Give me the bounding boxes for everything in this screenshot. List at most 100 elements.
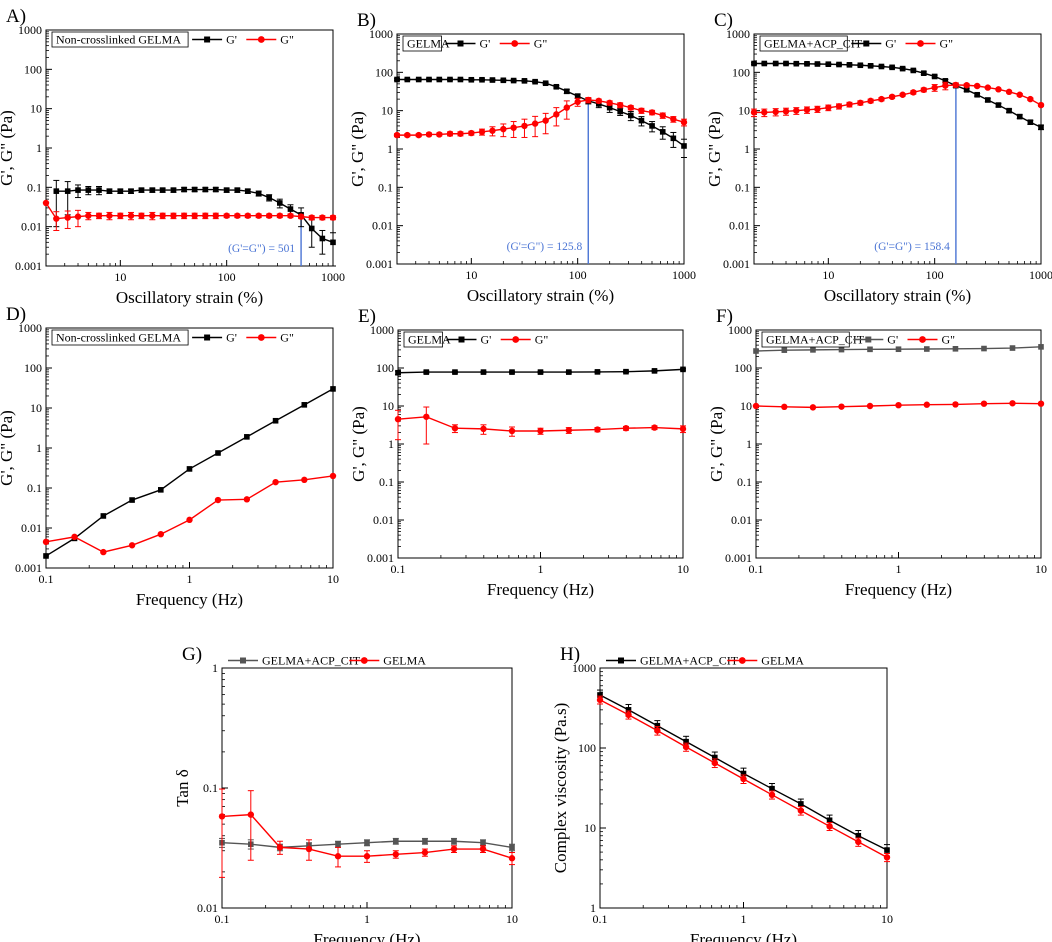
panel-label: F) (716, 306, 733, 327)
plot-frame (599, 667, 888, 909)
data-point (157, 530, 165, 538)
data-point (855, 838, 862, 846)
y-tick-label: 1 (387, 142, 393, 156)
y-tick-label: 100 (732, 65, 750, 79)
data-point (803, 106, 811, 114)
y-tick-label: 0.01 (372, 219, 393, 233)
plot-frame (755, 329, 1042, 559)
data-point (542, 80, 549, 87)
data-point (392, 851, 400, 858)
y-tick-label: 1 (36, 441, 42, 455)
data-point (740, 775, 747, 783)
data-point (404, 76, 411, 83)
plot-frame (397, 329, 684, 559)
data-point (542, 117, 549, 124)
legend: GELMA G' G" (403, 331, 548, 348)
data-point (878, 95, 885, 103)
x-tick-label: 100 (926, 268, 944, 282)
data-point (509, 844, 515, 851)
legend-title: Non-crosslinked GELMA (56, 331, 181, 345)
data-point (255, 212, 262, 219)
data-point (899, 65, 906, 72)
data-point (622, 425, 630, 432)
data-point (867, 63, 874, 69)
data-point (883, 854, 891, 861)
legend: GELMA+ACP_CIT G' G" (759, 35, 953, 52)
data-point (638, 117, 645, 124)
data-point (234, 187, 241, 193)
data-point (415, 131, 422, 139)
series-0 (395, 366, 686, 376)
data-point (181, 186, 187, 193)
data-point (952, 81, 959, 89)
data-point (836, 61, 842, 68)
data-point (681, 143, 687, 149)
data-point (963, 82, 970, 89)
data-point (594, 426, 601, 433)
data-point (772, 108, 779, 116)
series-1 (394, 406, 687, 445)
data-point (585, 96, 592, 104)
legend: GELMA+ACP_CIT G' G" (761, 331, 956, 348)
x-tick-label: 100 (218, 270, 236, 284)
data-point (659, 112, 666, 119)
data-point (761, 109, 768, 116)
data-point (1027, 95, 1034, 103)
y-tick-label: 1000 (18, 23, 42, 37)
series-0 (753, 344, 1044, 354)
legend-label: GELMA+ACP_CIT (262, 654, 361, 668)
panel-e: 0.001 0.01 0.1 1 10 100 1000 0.1 1 10 Frequency (H… (349, 306, 689, 599)
x-tick-label: 1 (538, 562, 544, 576)
x-tick-label: 0.1 (391, 562, 406, 576)
data-point (334, 853, 342, 860)
x-tick-label: 100 (569, 268, 587, 282)
data-point (149, 187, 156, 193)
data-point (574, 98, 581, 106)
data-point (920, 86, 927, 94)
data-point (895, 401, 902, 409)
data-point (480, 369, 487, 375)
y-tick-label: 1 (212, 661, 218, 675)
data-point (489, 127, 496, 134)
data-point (186, 466, 193, 472)
data-point (814, 105, 821, 113)
legend-marker (865, 336, 872, 343)
y-tick-label: 0.1 (203, 781, 218, 795)
data-point (395, 369, 401, 376)
data-point (489, 77, 496, 83)
y-tick-label: 1000 (370, 323, 394, 337)
data-point (214, 496, 222, 504)
data-point (500, 77, 507, 84)
x-tick-label: 1000 (672, 268, 696, 282)
data-point (297, 213, 305, 220)
data-point (394, 76, 400, 83)
data-point (984, 84, 991, 91)
data-point (106, 188, 113, 194)
data-point (623, 368, 629, 375)
data-point (287, 212, 294, 219)
data-point (980, 400, 988, 407)
data-point (452, 369, 458, 375)
data-point (563, 88, 570, 95)
data-point (244, 188, 251, 194)
data-point (202, 186, 209, 193)
data-point (793, 107, 800, 114)
series-1 (750, 81, 1045, 118)
data-point (479, 845, 487, 853)
data-point (95, 212, 103, 219)
data-point (319, 214, 326, 221)
y-tick-label: 100 (375, 65, 393, 79)
legend-title: GELMA (408, 333, 451, 347)
data-point (596, 696, 604, 704)
series-1 (596, 695, 891, 863)
data-point (793, 60, 800, 67)
legend-label: G" (942, 333, 956, 347)
plot-frame (396, 33, 685, 265)
legend-marker (863, 40, 870, 47)
data-point (457, 76, 464, 83)
y-tick-label: 1000 (728, 323, 752, 337)
data-point (804, 60, 810, 67)
panel-label: A) (6, 6, 26, 27)
data-point (1009, 345, 1016, 351)
